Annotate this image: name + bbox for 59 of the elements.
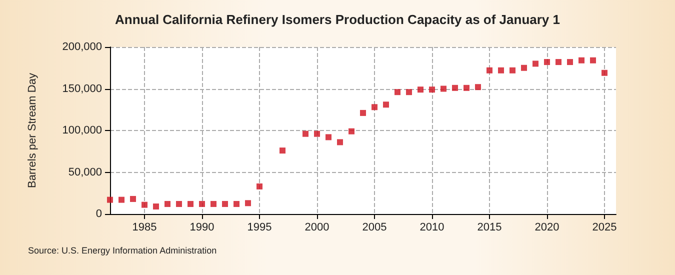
point <box>440 86 446 92</box>
point <box>590 57 596 64</box>
point <box>360 110 366 116</box>
point <box>118 196 124 203</box>
point <box>418 86 424 93</box>
point <box>210 200 216 207</box>
point <box>383 102 389 108</box>
y-tick-label: 150,000 <box>62 82 102 95</box>
point <box>256 183 262 190</box>
point <box>394 89 400 96</box>
y-tick-label: 200,000 <box>62 41 102 53</box>
point <box>372 104 378 110</box>
point <box>222 200 228 207</box>
point <box>314 130 320 137</box>
point <box>429 86 435 93</box>
point <box>199 200 205 207</box>
chart-title: Annual California Refinery Isomers Production Capacity as of January 1 <box>114 12 560 27</box>
y-tick-label: 50,000 <box>68 166 102 178</box>
x-tick-label: 2015 <box>477 222 502 234</box>
point <box>452 84 458 91</box>
point <box>153 203 159 210</box>
x-tick-label: 1985 <box>132 222 157 234</box>
x-tick-label: 1995 <box>247 222 272 234</box>
point <box>578 57 584 64</box>
point <box>130 196 136 202</box>
point <box>521 64 527 71</box>
point <box>510 67 516 74</box>
point <box>234 200 240 207</box>
source-note: Source: U.S. Energy Information Administration <box>28 246 217 256</box>
point <box>486 67 492 74</box>
point <box>567 59 573 66</box>
point <box>107 196 113 203</box>
x-tick-label: 2005 <box>362 222 387 234</box>
point <box>188 200 194 207</box>
point <box>498 67 504 74</box>
point <box>406 89 412 96</box>
point <box>326 134 332 140</box>
point <box>464 84 470 91</box>
point <box>475 84 481 90</box>
point <box>532 60 538 67</box>
x-tick-label: 2020 <box>534 222 560 234</box>
point <box>544 59 550 66</box>
point <box>245 200 251 206</box>
x-tick-label: 2010 <box>420 222 444 234</box>
point <box>280 148 286 154</box>
point <box>602 70 608 76</box>
x-tick-label: 1990 <box>190 222 214 234</box>
point <box>556 59 562 66</box>
point <box>176 200 182 207</box>
x-tick-label: 2000 <box>304 222 330 234</box>
point <box>348 128 354 134</box>
point <box>302 130 308 137</box>
point <box>337 139 343 146</box>
x-tick-label: 2025 <box>592 222 617 234</box>
y-tick-label: 0 <box>96 208 102 220</box>
point <box>164 200 170 207</box>
point <box>142 202 148 208</box>
y-axis-title: Barrels per Stream Day <box>26 72 38 188</box>
y-tick-label: 100,000 <box>62 124 102 136</box>
